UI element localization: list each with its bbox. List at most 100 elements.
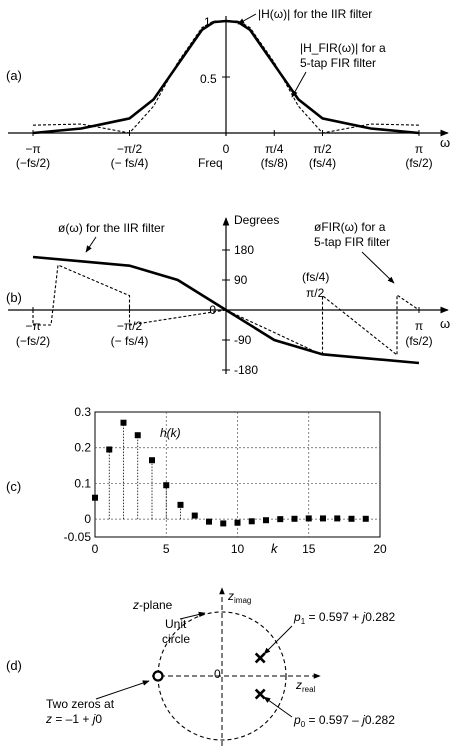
panel-b-x-tick-sublabel: (−fs/2) <box>16 334 50 348</box>
panel-c-sample-marker <box>277 516 284 523</box>
panel-b-x-tick-label: π <box>415 319 423 333</box>
panel-d-p1-label: p1 = 0.597 + j0.282 <box>293 610 396 626</box>
panel-b-iir-leader <box>85 236 97 253</box>
panel-c-sample-marker <box>220 520 227 527</box>
panel-a-x-tick-label: 0 <box>223 142 230 156</box>
panel-c-x-tick-label: 15 <box>302 542 316 556</box>
panel-a-x-tick-sublabel: (− fs/4) <box>111 156 149 170</box>
panel-c-y-tick-label: 0 <box>84 512 91 526</box>
panel-b-x-tick-sublabel: (fs/2) <box>405 334 432 348</box>
panel-d-p0-leader <box>263 696 293 718</box>
panel-c-sample-marker <box>320 515 326 522</box>
panel-a-x-tick-label: π <box>415 142 423 156</box>
panel-d-unit-circle-2: circle <box>162 632 190 646</box>
panel-b: (b) ø(ω) for the IIR filter Degrees øFIR… <box>6 213 450 377</box>
panel-b-omega-label: ω <box>440 316 450 331</box>
panel-b-fir-label-2: 5-tap FIR filter <box>314 235 390 249</box>
panel-b-pi2-bottom: π/2 <box>306 286 325 300</box>
panel-d-p0-label: p0 = 0.597 – j0.282 <box>293 713 395 729</box>
panel-a-ticks: −π(−fs/2) −π/2(− fs/4) 0 π/4(fs/8) π/2(fs/4)… <box>16 130 433 170</box>
panel-a-y-tick-05: 0.5 <box>200 72 217 86</box>
panel-b-fir-leader <box>361 251 395 284</box>
panel-d-unit-circle-1: Unit <box>165 617 187 631</box>
panel-d-pole-marker <box>254 652 266 664</box>
panel-d-zero-marker <box>152 670 164 682</box>
panel-c-x-tick-label: 10 <box>231 542 245 556</box>
panel-c-sample-marker <box>362 515 369 522</box>
panel-c-sample-marker <box>305 515 312 522</box>
panel-c-x-tick-label: 5 <box>163 542 170 556</box>
panel-c-sample-marker <box>248 518 255 525</box>
panel-a: (a) 1 0.5 |H(ω)| for the IIR filter |H_F… <box>6 7 450 170</box>
panel-d: (d) z-plane Unit circle zimag zreal 0 p1… <box>6 587 396 746</box>
panel-a-label: (a) <box>6 68 22 83</box>
panel-a-omega-label: ω <box>440 135 450 150</box>
panel-a-iir-curve <box>32 19 420 135</box>
panel-b-label: (b) <box>6 290 22 305</box>
panel-a-x-tick-label: π/4 <box>265 142 284 156</box>
panel-b-y-tick-label: -90 <box>234 333 252 347</box>
panel-b-fir-curve <box>32 264 420 357</box>
panel-d-plot <box>95 587 321 746</box>
panel-c-label: (c) <box>6 479 21 494</box>
panel-b-x-tick-sublabel: (− fs/4) <box>111 334 149 348</box>
panel-c-sample-marker <box>334 515 341 522</box>
panel-a-iir-label: |H(ω)| for the IIR filter <box>258 7 372 21</box>
panel-a-iir-leader <box>237 13 257 25</box>
panel-b-degrees-label: Degrees <box>234 213 279 227</box>
panel-a-x-tick-sublabel: (fs/8) <box>261 156 288 170</box>
panel-c-sample-marker <box>234 519 241 526</box>
panel-c-sample-marker <box>163 482 170 489</box>
panel-b-x-tick-label: −π/2 <box>117 319 143 333</box>
panel-c-sample-marker <box>348 515 355 522</box>
panel-b-y-tick-label: -180 <box>234 363 258 377</box>
panel-a-x-tick-label: π/2 <box>313 142 332 156</box>
panel-c-sample-marker <box>206 518 212 525</box>
panel-c-plot: 0.30.20.10-0.050 5 10 15 20 <box>64 405 387 556</box>
panel-a-y-tick-1: 1 <box>204 15 211 29</box>
panel-b-fir-label-1: øFIR(ω) for a <box>314 220 386 234</box>
panel-a-x-tick-label: −π <box>25 142 40 156</box>
panel-b-iir-label: ø(ω) for the IIR filter <box>58 221 165 235</box>
panel-d-zeros-1: Two zeros at <box>46 697 115 711</box>
panel-a-x-tick-sublabel: (fs/2) <box>405 156 432 170</box>
panel-c-y-tick-label: -0.05 <box>64 530 92 544</box>
panel-c-sample-marker <box>291 515 298 522</box>
panel-d-p1-leader <box>263 625 293 655</box>
panel-b-pi2-top: (fs/4) <box>302 270 329 284</box>
panel-d-imag-label: zimag <box>227 589 251 605</box>
panel-c-sample-marker <box>149 457 155 464</box>
panel-d-plane-label: z-plane <box>132 598 173 612</box>
panel-c-sample-marker <box>120 419 127 426</box>
panel-d-unit-circle <box>157 611 287 741</box>
panel-d-origin-label: 0 <box>214 667 221 681</box>
panel-d-zeros-leader <box>95 680 150 700</box>
panel-b-y-tick-label: 90 <box>234 273 248 287</box>
panel-b-x-tick-label: −π <box>25 319 40 333</box>
panel-c-y-tick-label: 0.2 <box>74 441 91 455</box>
panel-c-y-tick-label: 0.1 <box>74 476 91 490</box>
panel-a-fir-label-1: |H_FIR(ω)| for a <box>300 41 386 55</box>
panel-c-x-tick-label: 0 <box>92 542 99 556</box>
panel-d-zeros-2: z = –1 + j0 <box>45 712 102 726</box>
panel-d-unit-circle-leader <box>179 611 206 620</box>
panel-c-y-tick-label: 0.3 <box>74 405 91 419</box>
panel-a-freq-label: Freq <box>198 156 223 170</box>
panel-a-fir-leader <box>291 71 307 98</box>
panel-c-sample-marker <box>134 432 141 439</box>
panel-a-plot <box>8 13 449 137</box>
panel-a-x-tick-sublabel: (fs/4) <box>309 156 336 170</box>
panel-b-y-tick-label: 180 <box>234 243 254 257</box>
panel-a-x-tick-label: −π/2 <box>117 142 143 156</box>
panel-c-sample-marker <box>177 501 184 508</box>
panel-c-x-tick-label: 20 <box>373 542 387 556</box>
panel-c-series-label: h(k) <box>160 426 181 440</box>
panel-b-iir-curve <box>32 255 420 365</box>
panel-d-pole-marker <box>254 688 266 700</box>
panel-c-sample-marker <box>191 512 198 519</box>
panel-c-sample-marker <box>106 446 113 453</box>
panel-d-real-label: zreal <box>295 678 316 694</box>
panel-d-label: (d) <box>6 658 22 673</box>
